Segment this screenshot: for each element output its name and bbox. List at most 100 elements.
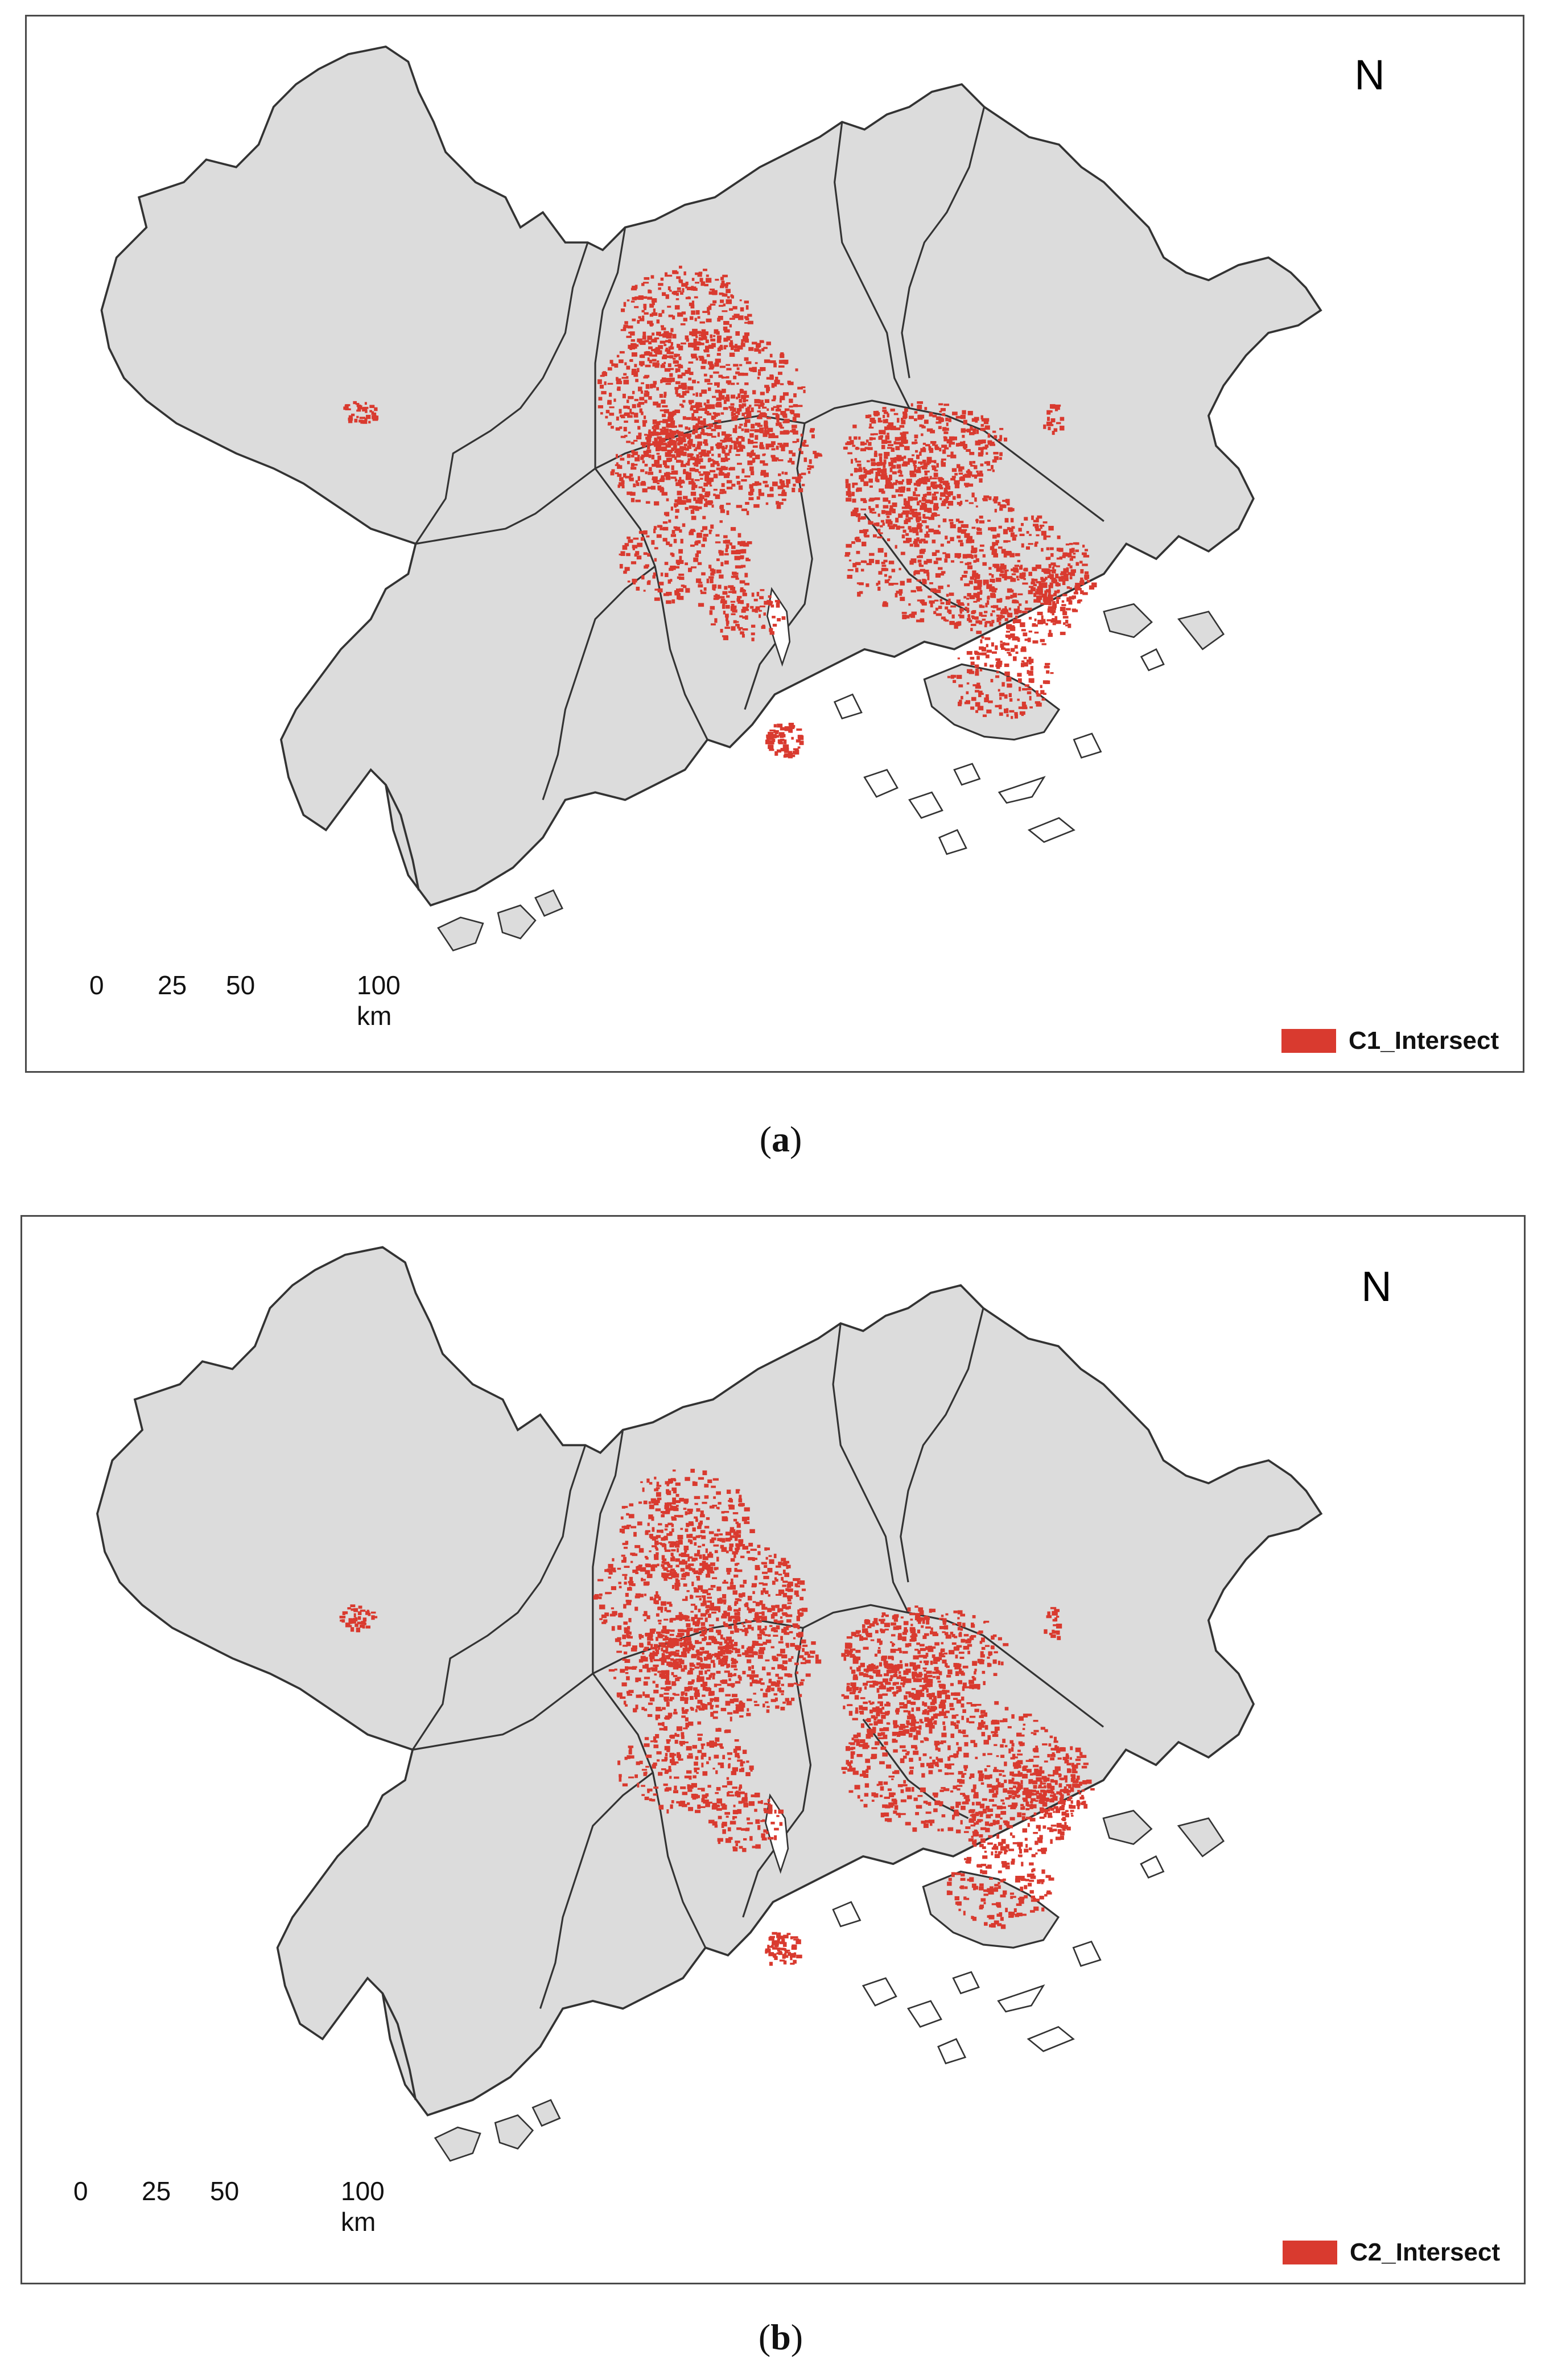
intersect-pixel [723, 320, 730, 325]
intersect-pixel [660, 525, 663, 528]
intersect-pixel [646, 1581, 650, 1585]
intersect-pixel [685, 1572, 690, 1576]
intersect-pixel [728, 1640, 732, 1644]
intersect-pixel [987, 520, 991, 522]
intersect-pixel [699, 1520, 703, 1525]
intersect-pixel [815, 1659, 822, 1664]
intersect-pixel [1068, 572, 1072, 575]
intersect-pixel [611, 469, 615, 473]
intersect-pixel [641, 382, 644, 385]
intersect-pixel [798, 1612, 804, 1616]
intersect-pixel [884, 568, 889, 571]
intersect-pixel [913, 541, 918, 545]
intersect-pixel [790, 1955, 793, 1961]
intersect-pixel [864, 442, 867, 445]
intersect-pixel [770, 1681, 776, 1686]
intersect-pixel [930, 481, 937, 484]
intersect-pixel [1037, 619, 1044, 625]
intersect-pixel [780, 352, 784, 357]
intersect-pixel [765, 472, 769, 477]
intersect-pixel [710, 446, 714, 451]
intersect-pixel [751, 450, 754, 455]
intersect-pixel [727, 472, 730, 476]
intersect-pixel [623, 427, 627, 432]
intersect-pixel [744, 390, 747, 395]
intersect-pixel [965, 500, 968, 502]
intersect-pixel [766, 1709, 770, 1713]
intersect-pixel [770, 407, 774, 411]
intersect-pixel [645, 1531, 649, 1535]
intersect-pixel [977, 652, 983, 656]
intersect-pixel [963, 570, 968, 574]
intersect-pixel [910, 613, 916, 618]
intersect-pixel [978, 447, 984, 451]
intersect-pixel [973, 586, 978, 588]
intersect-pixel [723, 611, 726, 615]
intersect-pixel [979, 620, 983, 625]
intersect-pixel [1004, 606, 1007, 611]
intersect-pixel [1037, 611, 1043, 615]
intersect-pixel [661, 1601, 666, 1606]
intersect-pixel [693, 1621, 698, 1625]
intersect-pixel [882, 1629, 885, 1632]
intersect-pixel [619, 426, 623, 429]
intersect-pixel [662, 460, 667, 466]
intersect-pixel [942, 413, 946, 417]
intersect-pixel [869, 553, 875, 556]
intersect-pixel [656, 1485, 662, 1487]
intersect-pixel [757, 1625, 761, 1630]
intersect-pixel [851, 541, 855, 544]
intersect-pixel [710, 578, 714, 583]
intersect-pixel [634, 1595, 640, 1599]
intersect-pixel [966, 650, 972, 655]
intersect-pixel [847, 575, 852, 579]
intersect-pixel [1008, 653, 1012, 656]
intersect-pixel [603, 1619, 608, 1623]
intersect-pixel [744, 573, 748, 578]
intersect-pixel [664, 1502, 670, 1508]
intersect-pixel [752, 341, 757, 345]
intersect-pixel [943, 618, 947, 621]
intersect-pixel [860, 1662, 866, 1667]
intersect-pixel [626, 335, 632, 338]
intersect-pixel [959, 542, 964, 547]
intersect-pixel [1017, 673, 1022, 677]
intersect-pixel [920, 538, 926, 542]
intersect-pixel [976, 682, 980, 687]
intersect-pixel [791, 1656, 794, 1659]
intersect-pixel [755, 606, 760, 610]
intersect-pixel [650, 384, 656, 388]
intersect-pixel [666, 454, 671, 458]
intersect-pixel [789, 1631, 793, 1634]
intersect-pixel [855, 567, 859, 573]
intersect-pixel [645, 351, 650, 354]
intersect-pixel [970, 550, 977, 554]
intersect-pixel [755, 435, 759, 440]
intersect-pixel [715, 359, 721, 363]
intersect-pixel [658, 1642, 663, 1646]
intersect-pixel [646, 1615, 650, 1620]
intersect-pixel [607, 401, 612, 405]
intersect-pixel [669, 1776, 672, 1779]
intersect-pixel [700, 1658, 703, 1662]
intersect-pixel [666, 1576, 669, 1579]
intersect-pixel [675, 588, 679, 591]
intersect-pixel [788, 460, 792, 463]
intersect-pixel [356, 403, 360, 407]
intersect-pixel [889, 508, 894, 512]
intersect-pixel [744, 475, 751, 478]
intersect-pixel [766, 377, 771, 380]
intersect-pixel [627, 325, 633, 329]
intersect-pixel [722, 604, 726, 609]
intersect-pixel [699, 458, 703, 463]
intersect-pixel [697, 441, 702, 446]
intersect-pixel [637, 320, 640, 324]
intersect-pixel [902, 431, 909, 434]
intersect-pixel [625, 568, 628, 572]
intersect-pixel [658, 1646, 661, 1650]
intersect-pixel [645, 1663, 649, 1669]
intersect-pixel [680, 1527, 683, 1530]
intersect-pixel [933, 491, 939, 494]
intersect-pixel [628, 1514, 634, 1518]
intersect-pixel [935, 484, 941, 488]
